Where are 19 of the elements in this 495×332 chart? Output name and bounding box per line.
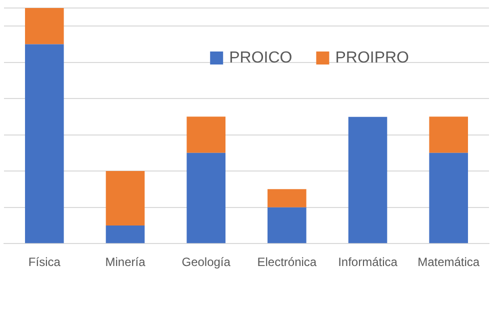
bar xyxy=(429,152,468,244)
bar xyxy=(25,8,64,44)
bar xyxy=(106,225,145,244)
bar xyxy=(25,44,64,244)
x-tick-label: Matemática xyxy=(418,255,480,270)
x-tick-label: Electrónica xyxy=(257,255,317,270)
x-tick-label: Geología xyxy=(182,255,231,270)
bar xyxy=(106,171,145,226)
x-tick-label: Informática xyxy=(338,255,398,270)
bar xyxy=(348,116,388,244)
legend-label: PROIPRO xyxy=(335,49,410,66)
legend-label: PROICO xyxy=(229,49,292,66)
bar xyxy=(268,207,306,244)
bar xyxy=(268,189,306,208)
bar xyxy=(429,116,468,153)
x-tick-label: Minería xyxy=(105,255,146,270)
x-tick-label: Física xyxy=(28,255,61,270)
bar xyxy=(186,152,226,244)
bar xyxy=(186,116,226,153)
